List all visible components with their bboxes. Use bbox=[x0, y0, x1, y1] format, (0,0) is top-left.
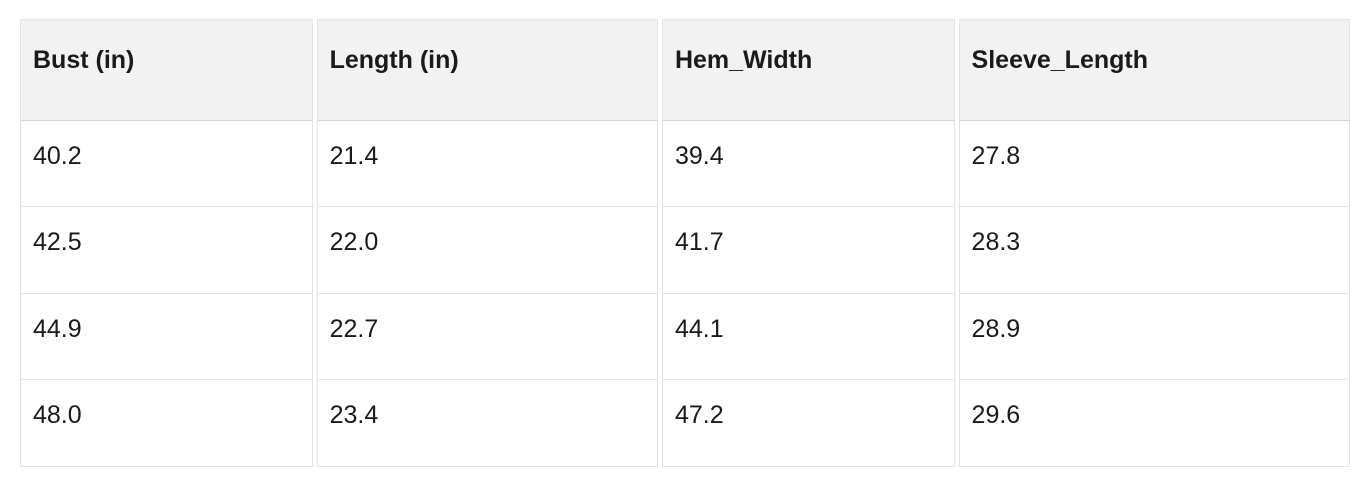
column-header-length: Length (in) bbox=[316, 19, 658, 121]
measurements-table: Bust (in) Length (in) Hem_Width Sleeve_L… bbox=[16, 19, 1354, 467]
table-row: 44.9 22.7 44.1 28.9 bbox=[20, 293, 1350, 380]
column-header-sleeve-length: Sleeve_Length bbox=[958, 19, 1350, 121]
column-header-bust: Bust (in) bbox=[20, 19, 313, 121]
table-row: 48.0 23.4 47.2 29.6 bbox=[20, 380, 1350, 467]
table-cell: 41.7 bbox=[661, 207, 955, 294]
table-cell: 27.8 bbox=[958, 120, 1350, 207]
table-cell: 44.9 bbox=[20, 293, 313, 380]
table-cell: 42.5 bbox=[20, 207, 313, 294]
table-cell: 39.4 bbox=[661, 120, 955, 207]
table-cell: 29.6 bbox=[958, 380, 1350, 467]
table-cell: 22.0 bbox=[316, 207, 658, 294]
table-cell: 28.9 bbox=[958, 293, 1350, 380]
column-header-hem-width: Hem_Width bbox=[661, 19, 955, 121]
table-cell: 21.4 bbox=[316, 120, 658, 207]
table-cell: 28.3 bbox=[958, 207, 1350, 294]
table-row: 40.2 21.4 39.4 27.8 bbox=[20, 120, 1350, 207]
table-cell: 44.1 bbox=[661, 293, 955, 380]
table-cell: 47.2 bbox=[661, 380, 955, 467]
table-cell: 40.2 bbox=[20, 120, 313, 207]
table-cell: 48.0 bbox=[20, 380, 313, 467]
table-row: 42.5 22.0 41.7 28.3 bbox=[20, 207, 1350, 294]
table-cell: 23.4 bbox=[316, 380, 658, 467]
table-header-row: Bust (in) Length (in) Hem_Width Sleeve_L… bbox=[20, 19, 1350, 121]
table-cell: 22.7 bbox=[316, 293, 658, 380]
